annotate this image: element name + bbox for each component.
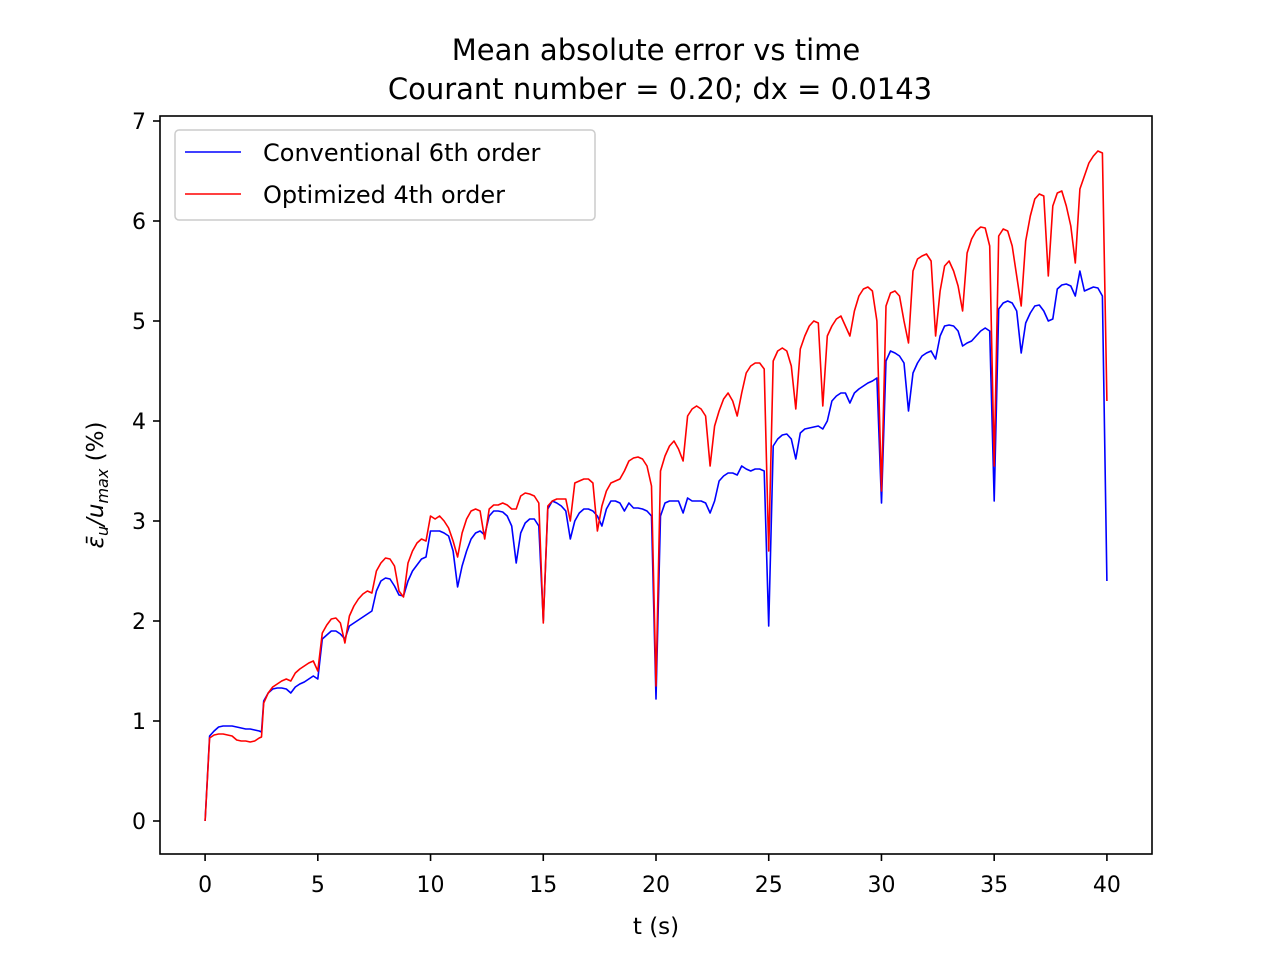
x-axis: 0 5 10 15 20 25 30 35 40 — [198, 854, 1121, 898]
series-layer — [204, 150, 1108, 822]
y-label-epsilon: ε̄ — [83, 536, 109, 548]
legend-label-optimized: Optimized 4th order — [263, 181, 505, 209]
x-tick-label: 5 — [311, 873, 325, 898]
x-tick-label: 40 — [1093, 873, 1121, 898]
chart-title: Mean absolute error vs time — [452, 33, 861, 67]
x-tick-label: 10 — [417, 873, 445, 898]
y-tick-label: 5 — [132, 310, 146, 335]
y-tick-label: 6 — [132, 210, 146, 235]
y-axis: 0 1 2 3 4 5 6 7 — [132, 110, 160, 835]
y-label-percent: (%) — [83, 422, 109, 469]
legend: Conventional 6th order Optimized 4th ord… — [174, 129, 596, 221]
x-tick-label: 35 — [980, 873, 1008, 898]
y-tick-label: 3 — [132, 510, 146, 535]
x-tick-label: 20 — [642, 873, 670, 898]
y-tick-label: 1 — [132, 710, 146, 735]
y-label-slash-u: /u — [83, 504, 109, 528]
series-line-optimized — [204, 150, 1108, 822]
x-tick-label: 25 — [755, 873, 783, 898]
y-tick-label: 2 — [132, 610, 146, 635]
y-tick-label: 4 — [132, 410, 146, 435]
y-tick-label: 7 — [132, 110, 146, 135]
y-label-sub-max: max — [93, 468, 112, 503]
x-tick-label: 15 — [529, 873, 557, 898]
chart-subtitle: Courant number = 0.20; dx = 0.0143 — [388, 72, 932, 106]
x-axis-label: t (s) — [633, 914, 679, 940]
y-axis-label: ε̄u/umax (%) — [83, 422, 112, 549]
y-tick-label: 0 — [132, 810, 146, 835]
x-tick-label: 0 — [198, 873, 212, 898]
legend-label-conventional: Conventional 6th order — [263, 139, 540, 167]
legend-box — [174, 129, 596, 221]
y-label-sub-u: u — [93, 526, 112, 536]
x-tick-label: 30 — [867, 873, 895, 898]
